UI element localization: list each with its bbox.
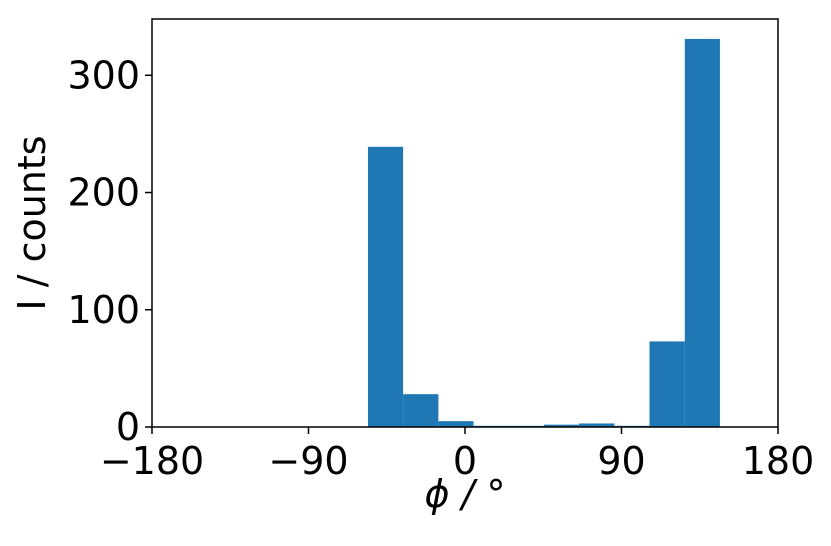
x-tick-label: 180 bbox=[742, 439, 815, 483]
bar bbox=[649, 341, 685, 427]
x-tick-label: 90 bbox=[597, 439, 645, 483]
x-tick-label: −90 bbox=[268, 439, 348, 483]
y-tick-label: 100 bbox=[67, 288, 140, 332]
x-axis-label: ϕ / ° bbox=[424, 472, 505, 516]
y-axis-label: I / counts bbox=[10, 135, 54, 310]
x-tick-label: −180 bbox=[100, 439, 204, 483]
bar bbox=[684, 38, 720, 428]
bar bbox=[403, 394, 439, 427]
y-tick-label: 0 bbox=[116, 405, 140, 449]
bar bbox=[543, 424, 580, 427]
bar bbox=[438, 421, 474, 427]
bar bbox=[367, 146, 404, 428]
y-tick-label: 300 bbox=[67, 53, 140, 97]
bar bbox=[579, 423, 615, 427]
y-tick-label: 200 bbox=[67, 171, 140, 215]
x-tick-label: 0 bbox=[453, 439, 477, 483]
